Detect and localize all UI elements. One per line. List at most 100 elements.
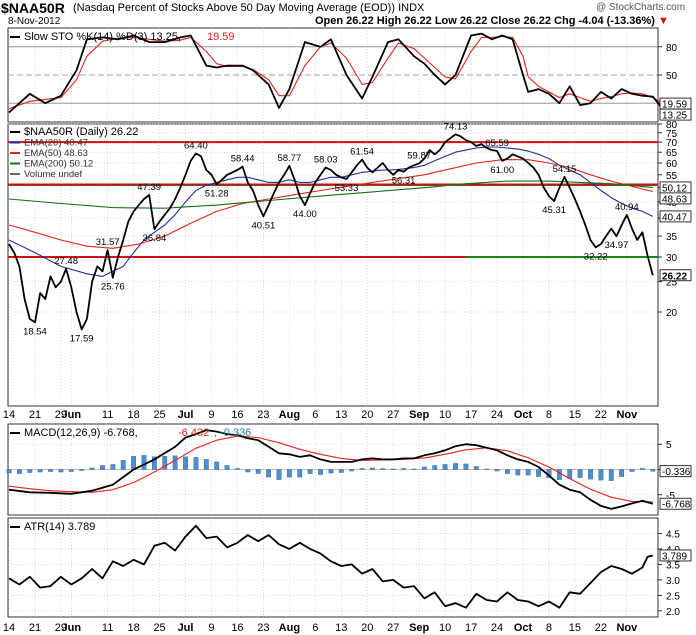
- price-annotation: 47.39: [137, 182, 161, 193]
- x-tick-label: 9: [208, 409, 214, 421]
- macd-histogram-bar: [380, 468, 386, 470]
- legend-swatch: [10, 162, 20, 165]
- macd-histogram-bar: [214, 461, 220, 470]
- x-tick-label: 15: [569, 622, 581, 634]
- y-tick-label: 25: [666, 278, 678, 289]
- ohlc-quote: Open 26.22 High 26.22 Low 26.22 Close 26…: [315, 15, 655, 27]
- price-series-ema-20-: [8, 146, 654, 277]
- price-annotation: 32.22: [584, 251, 608, 262]
- y-tick-label: 60: [666, 159, 678, 170]
- macd-histogram-bar: [473, 466, 479, 470]
- macd-histogram-bar: [162, 456, 168, 470]
- price-annotation: 58.77: [277, 153, 301, 164]
- price-value--naa50r-box: [659, 269, 692, 282]
- x-tick-label: 23: [257, 622, 269, 634]
- x-tick-label: 6: [312, 409, 318, 421]
- macd-histogram-bar: [442, 464, 448, 470]
- price-annotation: 18.54: [23, 326, 47, 337]
- x-tick-label: 13: [335, 409, 347, 421]
- legend-swatch: [10, 432, 20, 434]
- macd-histogram-bar: [494, 469, 500, 472]
- price-annotation: 56.31: [392, 176, 416, 187]
- x-tick-label: 22: [595, 409, 607, 421]
- quote-line: Open 26.22 High 26.22 Low 26.22 Close 26…: [315, 15, 669, 27]
- stochastic-series--k-14-: [8, 32, 664, 114]
- macd-histogram-bar: [401, 468, 406, 470]
- macd-histogram-bar: [411, 468, 417, 470]
- x-tick-label: 11: [102, 622, 113, 634]
- price-annotation: 36.84: [142, 233, 166, 244]
- x-tick-label: Nov: [616, 622, 638, 634]
- macd-histogram-bar: [536, 469, 541, 477]
- stochastic-value--d-label: 19.59: [662, 100, 687, 111]
- x-tick-label: Jun: [62, 622, 82, 634]
- price-value-ema-200--label: 50.12: [662, 183, 687, 194]
- macd-histogram-bar: [432, 465, 438, 470]
- macd-histogram-bar: [68, 469, 74, 472]
- macd-histogram-bar: [266, 469, 271, 478]
- x-tick-label: 21: [29, 409, 41, 421]
- chart-date: 8-Nov-2012: [8, 16, 61, 27]
- macd-histogram-bar: [598, 469, 604, 481]
- price-series-ema-200-: [8, 180, 653, 209]
- x-tick-label: 8: [546, 409, 552, 421]
- y-tick-label: 30: [666, 253, 678, 264]
- legend-swatch: [10, 36, 20, 38]
- y-tick-label: 70: [666, 138, 678, 149]
- macd-histogram-bar: [89, 467, 95, 470]
- x-tick-label: Oct: [514, 622, 533, 634]
- price-annotation: 44.00: [293, 209, 317, 220]
- chart-description: (Nasdaq Percent of Stocks Above 50 Day M…: [73, 2, 425, 14]
- x-tick-label: Jul: [178, 622, 194, 634]
- price-legend-item: EMA(20) 40.47: [24, 138, 88, 149]
- price-annotation: 31.57: [96, 237, 120, 248]
- macd-histogram-bar: [370, 467, 375, 470]
- x-tick-label: 15: [569, 409, 581, 421]
- macd-histogram-bar: [193, 457, 199, 470]
- price-annotation: 17.59: [70, 333, 94, 344]
- price-annotation: 59.87: [407, 150, 431, 161]
- x-tick-label: 18: [127, 409, 139, 421]
- x-tick-label: Jun: [62, 409, 82, 421]
- x-tick-label: 9: [208, 622, 214, 634]
- macd-histogram-bar: [307, 469, 313, 474]
- x-tick-label: 27: [387, 409, 399, 421]
- legend-swatch: [10, 152, 20, 154]
- price-legend-item: $NAA50R (Daily) 26.22: [24, 126, 138, 138]
- macd-histogram-bar: [151, 456, 157, 470]
- macd-histogram-bar: [286, 469, 292, 478]
- atr-value-atr-box: [659, 549, 692, 562]
- price-annotation: 40.94: [615, 202, 639, 213]
- price-annotation: 45.31: [542, 205, 566, 216]
- macd-histogram-bar: [577, 469, 583, 478]
- macd-histogram-bar: [650, 469, 656, 472]
- x-tick-label: 14: [3, 622, 15, 634]
- price-annotation: 61.00: [490, 165, 514, 176]
- macd-value-histogram-box: [659, 465, 692, 478]
- macd-histogram-bar: [297, 469, 303, 478]
- macd-histogram-bar: [588, 469, 593, 480]
- x-tick-label: Nov: [616, 409, 638, 421]
- x-tick-label: 24: [491, 409, 503, 421]
- x-tick-label: Sep: [409, 409, 429, 421]
- x-tick-label: 13: [335, 622, 347, 634]
- macd-histogram-bar: [16, 469, 22, 474]
- stockcharts-watermark: @ StockCharts.com: [596, 2, 686, 13]
- x-tick-label: 25: [153, 409, 165, 421]
- macd-histogram-bar: [318, 469, 323, 475]
- stochastic-legend: Slow STO %K(14) %D(3) 13.25,: [24, 31, 181, 43]
- x-tick-label: 14: [3, 409, 15, 421]
- y-tick-label: 55: [666, 171, 678, 182]
- stochastic-legend-d-value: 19.59: [207, 31, 235, 43]
- x-tick-label: 6: [312, 622, 318, 634]
- atr-value-atr-label: 3.789: [662, 551, 687, 562]
- price-value-ema-20--box: [659, 210, 692, 223]
- x-tick-label: 25: [153, 622, 165, 634]
- stochastic-value--k-label: 13.25: [662, 111, 687, 122]
- macd-histogram-bar: [608, 469, 614, 481]
- y-tick-label: 2.0: [666, 607, 680, 618]
- price-annotation: 65.59: [485, 138, 509, 149]
- price-legend-item: Volume undef: [24, 169, 82, 180]
- y-tick-label: 80: [666, 120, 678, 131]
- x-tick-label: 16: [231, 622, 243, 634]
